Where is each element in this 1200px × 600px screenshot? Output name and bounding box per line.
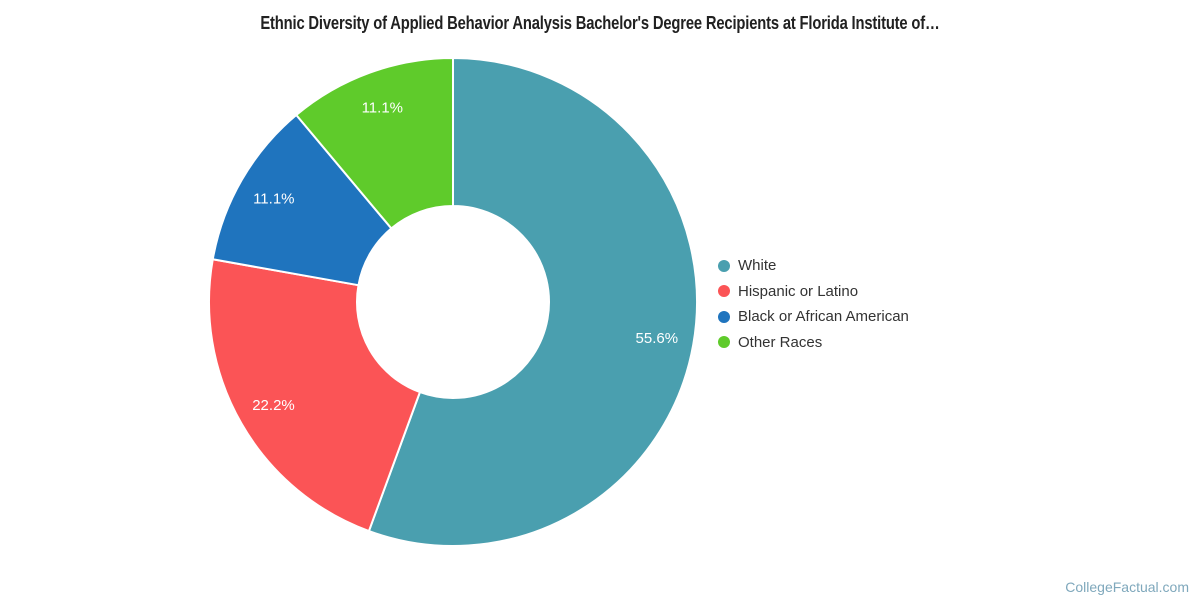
legend-item-label: Hispanic or Latino — [738, 282, 859, 300]
legend-marker-icon — [718, 259, 730, 272]
legend-marker-icon — [718, 336, 730, 349]
legend-item-black-or-african-american[interactable]: Black or African American — [718, 304, 909, 330]
legend: White Hispanic or Latino Black or African … — [718, 253, 909, 355]
pie-slice-hispanic-or-latino[interactable] — [208, 258, 421, 533]
pie-slice-white[interactable] — [367, 57, 698, 547]
legend-item-hispanic-or-latino[interactable]: Hispanic or Latino — [718, 279, 909, 305]
legend-marker-icon — [718, 310, 730, 323]
watermark-link[interactable]: CollegeFactual.com — [1065, 579, 1189, 595]
legend-item-label: Other Races — [738, 333, 823, 351]
slice-label-other-races: 11.1% — [362, 100, 403, 117]
slice-label-white: 55.6% — [636, 330, 679, 347]
slice-label-black-or-african-american: 11.1% — [253, 190, 294, 207]
legend-item-other-races[interactable]: Other Races — [718, 330, 909, 356]
chart-title: Ethnic Diversity of Applied Behavior Ana… — [260, 13, 940, 33]
legend-item-label: White — [738, 257, 777, 275]
legend-item-white[interactable]: White — [718, 253, 909, 279]
slice-label-hispanic-or-latino: 22.2% — [252, 397, 295, 414]
pie-slice-black-or-african-american[interactable] — [211, 113, 393, 287]
legend-item-label: Black or African American — [738, 308, 909, 326]
pie-slice-other-races[interactable] — [295, 57, 454, 230]
legend-marker-icon — [718, 285, 730, 298]
